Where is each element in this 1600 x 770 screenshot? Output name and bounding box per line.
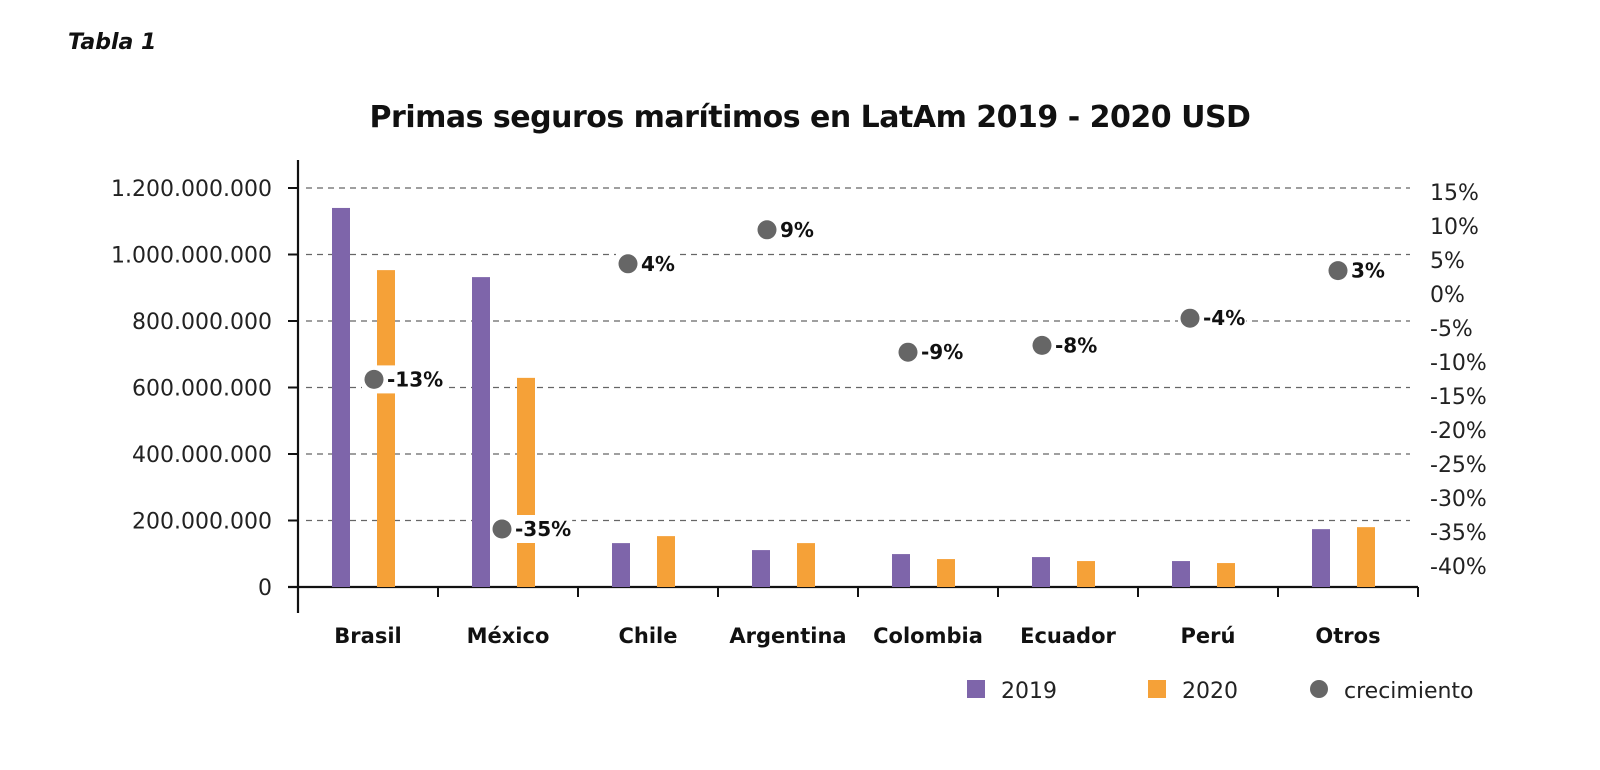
legend-label: 2020 [1182,679,1238,704]
growth-marker [492,519,512,539]
right-axis-ticks: 15% 10% 5% 0% -5% -10% -15% -20% -25% -30% -35% -40… [1430,181,1487,580]
growth-label: -8% [1055,333,1097,357]
bar-2020 [1357,527,1375,587]
category-label: México [467,624,550,648]
right-axis-tick-label: -10% [1430,351,1487,376]
right-axis-tick-label: 0% [1430,283,1465,308]
left-axis-ticks: 0 200.000.000 400.000.000 600.000.000 800.00… [111,177,272,601]
growth-label: -35% [515,517,571,541]
table-caption: Tabla 1 [68,30,157,55]
growth-label: -4% [1203,306,1245,330]
bar-2020 [1217,563,1235,587]
growth-label: 9% [780,218,814,242]
category-label: Ecuador [1020,624,1116,648]
right-axis-tick-label: -5% [1430,317,1473,342]
bar-2019 [1172,561,1190,587]
right-axis-tick-label: 15% [1430,181,1479,206]
left-axis-tick-label: 1.000.000.000 [111,244,272,269]
bar-2019 [332,207,350,587]
bar-2020 [1077,561,1095,587]
growth-marker [618,254,638,274]
right-axis-tick-label: -30% [1430,487,1487,512]
left-axis-tick-label: 800.000.000 [132,310,272,335]
axes [288,160,1419,613]
left-axis-tick-label: 600.000.000 [132,377,272,402]
bar-2020 [517,377,535,587]
left-axis-tick-label: 200.000.000 [132,510,272,535]
category-label: Otros [1315,624,1380,648]
legend-square-icon [967,680,985,698]
left-axis-tick-label: 400.000.000 [132,443,272,468]
category-label: Argentina [729,624,846,648]
growth-marker [364,369,384,389]
bar-2020 [657,536,675,587]
right-axis-tick-label: 10% [1430,215,1479,240]
legend-circle-icon [1310,680,1328,698]
category-label: Brasil [334,624,401,648]
chart-title: Primas seguros marítimos en LatAm 2019 -… [369,100,1251,135]
left-axis-tick-label: 1.200.000.000 [111,177,272,202]
right-axis-tick-label: -25% [1430,453,1487,478]
growth-label: 4% [641,252,675,276]
right-axis-tick-label: -20% [1430,419,1487,444]
category-label: Perú [1181,624,1236,648]
bar-2020 [797,543,815,587]
bar-2019 [1032,557,1050,587]
growth-markers: -13% -35% 4% 9% -9% -8% -4% 3% [362,215,1386,543]
bar-2019 [752,550,770,587]
growth-marker [898,342,918,362]
growth-marker [1032,335,1052,355]
left-axis-tick-label: 0 [258,576,272,601]
legend-label: 2019 [1001,679,1057,704]
gridlines [306,187,1410,522]
category-label: Colombia [873,624,983,648]
growth-label: -13% [387,367,443,391]
bar-2020 [937,559,955,587]
growth-marker [1180,308,1200,328]
growth-label: -9% [921,340,963,364]
legend: 2019 2020 crecimiento [967,679,1474,704]
right-axis-tick-label: -40% [1430,555,1487,580]
growth-marker [757,220,777,240]
growth-label: 3% [1351,259,1385,283]
right-axis-tick-label: -35% [1430,521,1487,546]
right-axis-tick-label: -15% [1430,385,1487,410]
legend-label: crecimiento [1344,679,1474,704]
bar-2019 [1312,529,1330,587]
growth-marker [1328,261,1348,281]
bar-2019 [892,554,910,587]
right-axis-tick-label: 5% [1430,249,1465,274]
bar-2020 [377,270,395,587]
bar-2019 [472,277,490,587]
bars [332,207,1375,587]
bar-2019 [612,543,630,587]
category-labels: Brasil México Chile Argentina Colombia Ecuado… [334,624,1380,648]
legend-square-icon [1148,680,1166,698]
category-label: Chile [618,624,677,648]
